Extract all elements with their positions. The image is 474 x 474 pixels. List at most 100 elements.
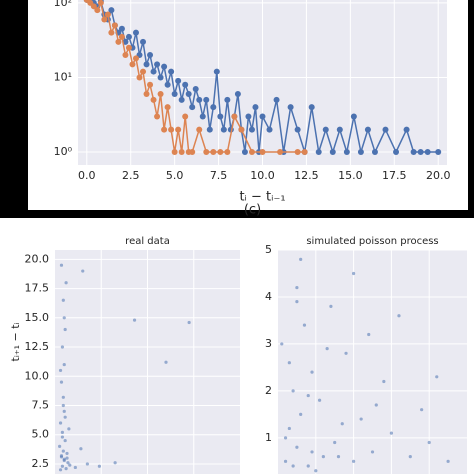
- scatter-point: [344, 351, 348, 355]
- series-marker: [301, 149, 308, 156]
- scatter-point: [397, 314, 401, 318]
- scatter-point: [382, 379, 386, 384]
- y-tick-label: 4: [265, 290, 272, 303]
- series-marker: [111, 22, 118, 29]
- scatter-point: [317, 398, 322, 402]
- series-marker: [315, 149, 322, 156]
- series-marker: [168, 68, 175, 75]
- scatter-point: [62, 316, 66, 320]
- scatter-point: [58, 368, 63, 373]
- scatter-point: [81, 269, 85, 273]
- series-marker: [393, 149, 400, 156]
- scatter-point: [321, 455, 325, 459]
- series-marker: [140, 68, 147, 75]
- scatter-point: [310, 370, 314, 374]
- series-marker: [118, 25, 125, 32]
- series-marker: [150, 68, 157, 75]
- scatter-point: [291, 389, 295, 393]
- scatter-point: [291, 464, 295, 468]
- series-marker: [132, 55, 139, 62]
- series-marker: [118, 33, 125, 40]
- series-marker: [108, 29, 115, 36]
- plot-area: [78, 0, 447, 165]
- series-marker: [210, 149, 217, 156]
- x-axis-label: tᵢ − tᵢ₋₁: [239, 190, 285, 205]
- scatter-point: [295, 300, 299, 304]
- scatter-point: [306, 393, 310, 398]
- scatter-point: [66, 461, 70, 465]
- series-marker: [143, 91, 150, 98]
- scatter-point: [60, 464, 64, 468]
- scatter-point: [336, 455, 341, 459]
- series-marker: [382, 126, 389, 133]
- series-marker: [164, 81, 171, 88]
- y-tick-label: 12.5: [25, 340, 50, 353]
- y-tick-label: 1: [265, 431, 272, 444]
- scatter-point: [79, 447, 83, 451]
- series-marker: [136, 74, 143, 81]
- scatter-point: [367, 332, 371, 337]
- series-marker: [336, 126, 343, 133]
- panel-label: (c): [244, 203, 261, 218]
- series-marker: [238, 126, 245, 133]
- scatter-point: [408, 455, 412, 459]
- scatter-point: [65, 456, 69, 460]
- scatter-point: [283, 459, 288, 463]
- series-marker: [217, 149, 224, 156]
- scatter-point: [68, 463, 72, 467]
- scatter-point: [295, 445, 299, 449]
- scatter-point: [61, 403, 65, 408]
- series-marker: [224, 149, 231, 156]
- series-marker: [206, 126, 213, 133]
- scatter-point: [352, 271, 356, 276]
- series-marker: [371, 149, 378, 156]
- series-marker: [189, 104, 196, 111]
- series-marker: [90, 3, 97, 10]
- scatter-point: [299, 257, 303, 261]
- scatter-point: [61, 298, 65, 302]
- series-marker: [287, 104, 294, 111]
- series-marker: [417, 149, 424, 156]
- scatter-point: [352, 459, 356, 463]
- scatter-point: [389, 431, 393, 435]
- series-marker: [154, 61, 161, 68]
- series-marker: [343, 149, 350, 156]
- scatter-point: [287, 426, 291, 431]
- scatter-point: [427, 440, 431, 445]
- series-marker: [164, 104, 171, 111]
- series-marker: [189, 149, 196, 156]
- x-tick-label: 12.5: [294, 169, 319, 182]
- series-marker: [94, 7, 101, 14]
- scatter-point: [58, 444, 62, 449]
- scatter-point: [58, 468, 63, 472]
- scatter-point: [287, 361, 291, 365]
- series-marker: [220, 126, 227, 133]
- x-tick-label: 7.5: [210, 169, 228, 182]
- y-tick-label: 5: [265, 243, 272, 256]
- series-marker: [125, 33, 132, 40]
- scatter-point: [306, 464, 310, 468]
- series-marker: [252, 104, 259, 111]
- series-marker: [241, 149, 248, 156]
- scatter-point: [299, 412, 303, 416]
- x-tick-label: 15.0: [338, 169, 363, 182]
- scatter-point: [187, 320, 191, 325]
- scatter-point: [302, 323, 307, 327]
- series-marker: [182, 113, 189, 120]
- scatter-point: [62, 362, 66, 367]
- series-marker: [203, 96, 210, 103]
- series-marker: [424, 149, 431, 156]
- series-marker: [157, 91, 164, 98]
- scatter-point: [370, 450, 375, 454]
- scatter-point: [60, 345, 64, 349]
- scatter-point: [60, 435, 64, 439]
- scatter-point: [435, 375, 439, 379]
- scatter-point: [333, 440, 337, 445]
- series-marker: [245, 113, 252, 120]
- y-tick-label: 10²: [54, 0, 72, 9]
- series-marker: [122, 38, 129, 45]
- scatter-point: [62, 457, 66, 461]
- scatter-point: [67, 427, 71, 431]
- scatter-point: [61, 395, 65, 399]
- x-tick-label: 20.0: [426, 169, 451, 182]
